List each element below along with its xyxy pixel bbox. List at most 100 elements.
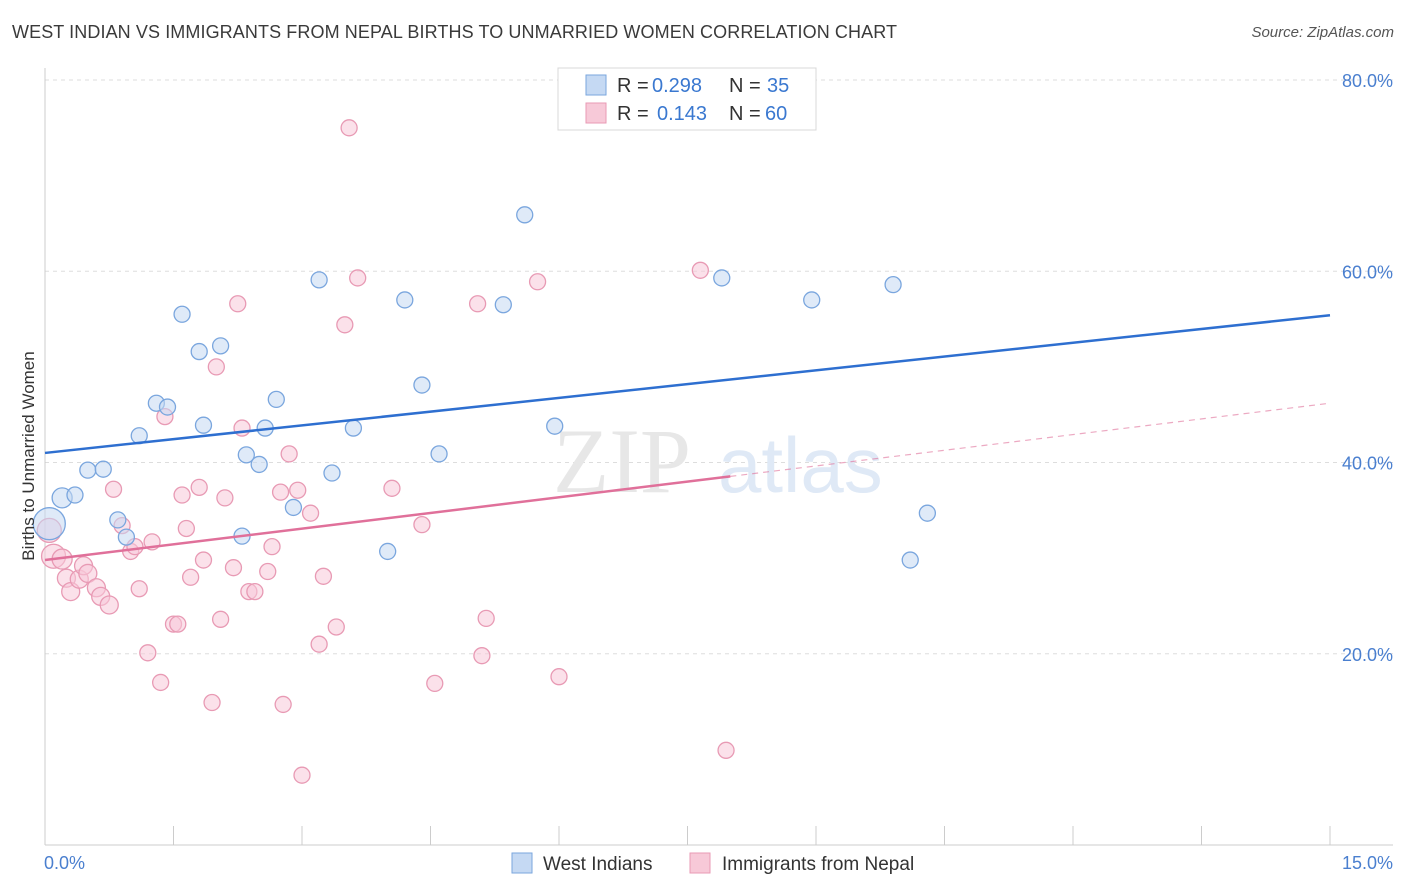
bottom-legend-swatch-west-indians [511, 852, 533, 874]
bottom-legend-swatch-nepal [689, 852, 711, 874]
data-point-west-indians [379, 542, 397, 561]
data-point-nepal [289, 481, 307, 499]
data-point-nepal [327, 618, 345, 636]
data-point-nepal [310, 635, 328, 653]
data-point-nepal [177, 519, 196, 538]
x-tick-label-max: 15.0% [1342, 853, 1393, 873]
axis-layer: 20.0% 40.0% 60.0% 80.0% 0.0% 15.0% [44, 68, 1393, 873]
trend-line-west-indians [44, 313, 1331, 455]
y-tick-label: 20.0% [1342, 645, 1393, 665]
data-point-nepal [259, 562, 277, 581]
trend-layer [44, 313, 1331, 562]
data-point-nepal [139, 644, 157, 662]
chart-source: Source: ZipAtlas.com [1251, 24, 1394, 41]
data-point-nepal [169, 615, 187, 633]
data-point-nepal [104, 480, 123, 498]
data-point-west-indians [396, 291, 414, 309]
data-point-west-indians [158, 398, 177, 416]
data-point-nepal [216, 489, 234, 507]
data-point-west-indians [713, 269, 731, 287]
data-point-west-indians [267, 390, 285, 409]
trend-line-nepal [44, 475, 731, 562]
data-point-west-indians [516, 206, 534, 224]
data-point-nepal [691, 261, 709, 279]
trend-line-nepal-extension [730, 402, 1331, 477]
data-point-nepal [413, 516, 431, 534]
y-axis-label: Births to Unmarried Women [19, 351, 38, 560]
data-point-nepal [181, 568, 200, 586]
data-point-nepal [477, 609, 495, 628]
data-point-west-indians [173, 305, 191, 323]
bottom-legend-label-west-indians: West Indians [543, 854, 652, 875]
data-point-nepal [130, 580, 148, 598]
legend-n-value-2: 60 [765, 103, 787, 125]
data-point-nepal [271, 483, 290, 501]
data-point-west-indians [117, 528, 136, 546]
bottom-legend-label-nepal: Immigrants from Nepal [722, 854, 914, 875]
data-point-nepal [211, 610, 230, 628]
data-point-nepal [203, 693, 221, 712]
data-point-west-indians [884, 275, 902, 294]
data-point-nepal [173, 486, 191, 504]
data-point-nepal [263, 538, 281, 556]
points-layer [32, 119, 937, 784]
data-point-nepal [78, 563, 98, 584]
legend-n-label-2: N = [729, 103, 761, 125]
data-point-west-indians [194, 416, 213, 434]
data-point-west-indians [344, 419, 363, 437]
chart-title: WEST INDIAN VS IMMIGRANTS FROM NEPAL BIR… [12, 22, 898, 42]
data-point-nepal [314, 567, 333, 585]
data-point-west-indians [190, 342, 208, 361]
data-point-nepal [301, 504, 320, 522]
data-point-nepal [229, 295, 247, 313]
data-point-west-indians [413, 376, 431, 394]
data-point-nepal [528, 273, 547, 291]
data-point-west-indians [901, 551, 919, 569]
bottom-legend: West Indians Immigrants from Nepal [511, 852, 914, 875]
data-point-nepal [473, 647, 491, 665]
data-point-nepal [426, 674, 444, 693]
legend-n-value-1: 35 [767, 75, 789, 97]
data-point-west-indians [430, 445, 448, 463]
data-point-nepal [349, 269, 367, 287]
data-point-west-indians [323, 464, 341, 482]
y-tick-label: 40.0% [1342, 454, 1393, 474]
data-point-nepal [340, 119, 358, 137]
x-tick-label-min: 0.0% [44, 853, 85, 873]
data-point-nepal [468, 295, 487, 313]
data-point-west-indians [918, 504, 937, 522]
data-point-west-indians [284, 498, 303, 517]
data-point-west-indians [546, 417, 564, 435]
data-point-nepal [717, 741, 735, 759]
data-point-west-indians [79, 461, 97, 479]
legend-n-label-1: N = [729, 75, 761, 97]
data-point-west-indians [94, 460, 112, 478]
data-point-nepal [280, 445, 298, 463]
data-point-nepal [207, 358, 225, 376]
data-point-west-indians [494, 296, 512, 314]
legend-r-label-2: R = [617, 103, 649, 125]
legend-r-value-1: 0.298 [652, 75, 702, 97]
top-legend: R = 0.298 N = 35 R = 0.143 N = 60 [557, 67, 817, 131]
data-point-west-indians [109, 511, 127, 529]
legend-r-value-2: 0.143 [657, 103, 707, 125]
data-point-west-indians [66, 486, 84, 504]
data-point-nepal [194, 551, 213, 569]
data-point-nepal [151, 673, 170, 692]
data-point-nepal [246, 582, 264, 601]
y-tick-label: 80.0% [1342, 71, 1393, 91]
grid-layer [45, 79, 1393, 655]
data-point-west-indians [32, 507, 66, 541]
data-point-west-indians [237, 446, 255, 464]
data-point-nepal [274, 695, 292, 714]
y-tick-label: 60.0% [1342, 262, 1393, 282]
data-point-nepal [336, 316, 354, 334]
data-point-west-indians [250, 455, 268, 474]
data-point-nepal [383, 479, 401, 497]
data-point-west-indians [211, 337, 230, 355]
data-point-nepal [99, 595, 119, 615]
data-point-west-indians [310, 271, 328, 289]
watermark-atlas: atlas [718, 421, 883, 509]
data-point-nepal [550, 668, 568, 686]
